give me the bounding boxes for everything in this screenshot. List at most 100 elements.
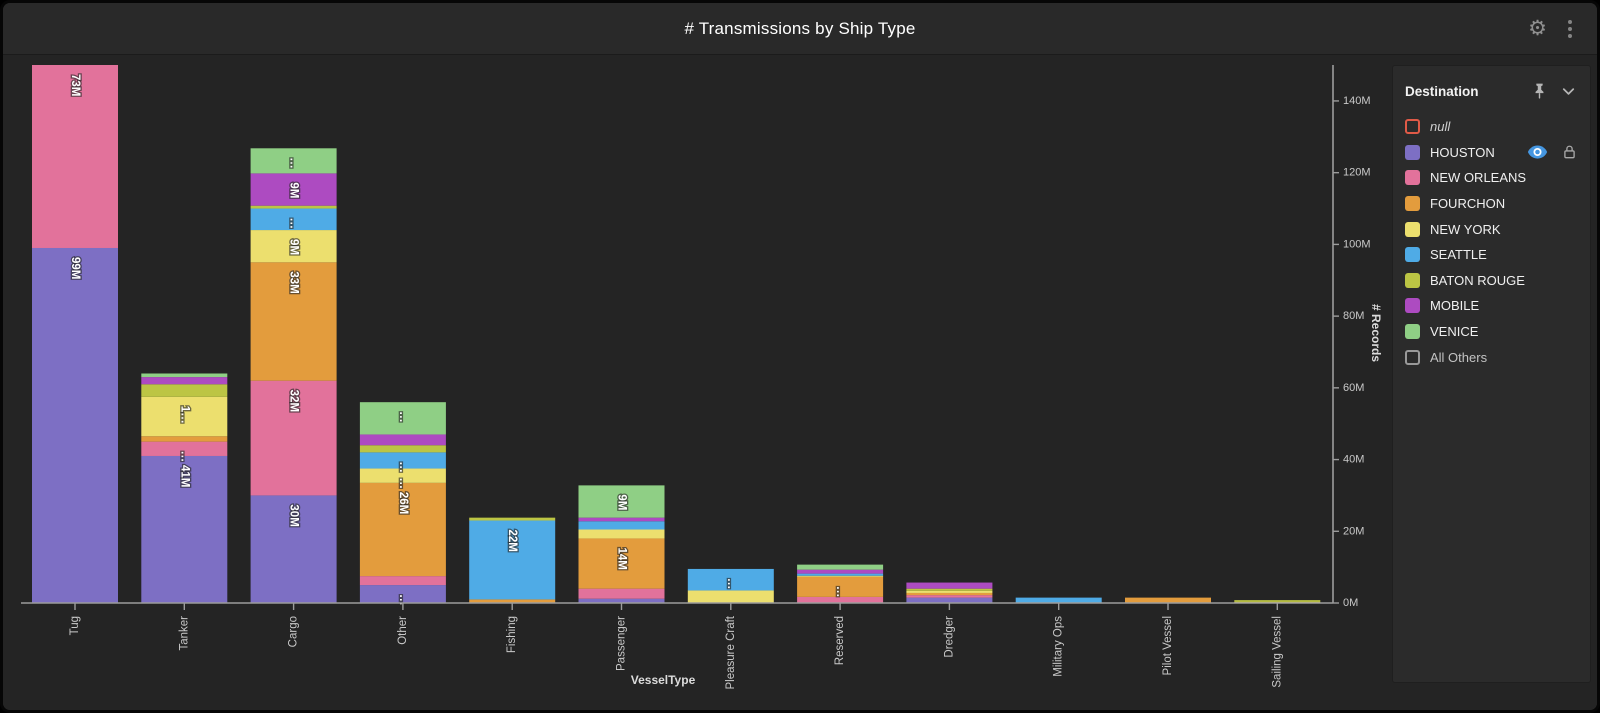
- legend-item-all-others[interactable]: All Others: [1405, 344, 1578, 370]
- legend-item-venice[interactable]: VENICE: [1405, 319, 1578, 345]
- bar-segment-reserved-venice[interactable]: [797, 564, 884, 570]
- bar-segment-fishing-fourchon[interactable]: [469, 599, 556, 603]
- legend-item-seattle[interactable]: SEATTLE: [1405, 242, 1578, 268]
- chevron-down-icon[interactable]: [1559, 82, 1578, 101]
- bar-segment-other-baton-rouge[interactable]: [359, 445, 446, 453]
- bar-segment-fishing-seattle[interactable]: [469, 520, 556, 600]
- bar-segment-tanker-baton-rouge[interactable]: [141, 384, 228, 397]
- legend-swatch[interactable]: [1405, 272, 1420, 288]
- bar-segment-tug-houston[interactable]: [32, 247, 118, 603]
- x-axis-title: VesselType: [631, 673, 696, 687]
- x-tick-label-other: Other: [397, 616, 409, 645]
- legend-swatch[interactable]: [1405, 298, 1420, 314]
- gear-icon[interactable]: ⚙: [1528, 17, 1547, 40]
- x-tick-label-tanker: Tanker: [178, 616, 190, 651]
- chart-title: # Transmissions by Ship Type: [684, 18, 916, 38]
- bar-segment-cargo-houston[interactable]: [250, 495, 337, 603]
- legend-item-new-york[interactable]: NEW YORK: [1405, 216, 1578, 242]
- legend-swatch[interactable]: [1405, 349, 1420, 365]
- bar-segment-pleasure-craft-seattle[interactable]: [687, 568, 774, 591]
- legend-swatch[interactable]: [1405, 221, 1420, 237]
- bar-segment-cargo-seattle[interactable]: [250, 208, 337, 231]
- bar-segment-tug-new-orleans[interactable]: [32, 55, 118, 248]
- bar-segment-tanker-new-york[interactable]: [141, 396, 228, 437]
- bar-segment-tanker-fourchon[interactable]: [141, 436, 228, 442]
- bar-segment-military-ops-seattle[interactable]: [1015, 597, 1102, 603]
- bar-segment-dredger-new-orleans[interactable]: [906, 595, 993, 598]
- bar-segment-label: …: [288, 218, 300, 230]
- legend-swatch[interactable]: [1405, 196, 1420, 212]
- bar-segment-passenger-venice[interactable]: [578, 485, 665, 518]
- legend-item-new-orleans[interactable]: NEW ORLEANS: [1405, 165, 1578, 191]
- bar-segment-dredger-mobile[interactable]: [906, 582, 993, 589]
- bar-segment-cargo-new-york[interactable]: [250, 230, 337, 263]
- bar-segment-sailing-vessel-baton-rouge[interactable]: [1234, 600, 1321, 602]
- legend-item-null[interactable]: null: [1405, 114, 1578, 140]
- pin-icon[interactable]: [1530, 82, 1549, 101]
- legend-label: BATON ROUGE: [1430, 272, 1525, 288]
- kebab-menu-icon[interactable]: [1561, 18, 1579, 40]
- bar-segment-other-new-york[interactable]: [359, 468, 446, 483]
- bar-segment-other-mobile[interactable]: [359, 434, 446, 446]
- legend-item-fourchon[interactable]: FOURCHON: [1405, 191, 1578, 217]
- bar-segment-cargo-fourchon[interactable]: [250, 262, 337, 381]
- bar-segment-reserved-mobile[interactable]: [797, 569, 884, 574]
- bar-segment-label: 1…: [178, 406, 190, 424]
- legend-swatch[interactable]: [1405, 247, 1420, 263]
- bar-segment-passenger-fourchon[interactable]: [578, 538, 665, 589]
- lock-icon[interactable]: [1561, 143, 1578, 161]
- bar-segment-fishing-baton-rouge[interactable]: [469, 517, 556, 521]
- bar-segment-other-houston[interactable]: [359, 585, 446, 603]
- bar-segment-label: …: [288, 157, 300, 169]
- bar-segment-dredger-new-york[interactable]: [906, 590, 993, 593]
- bar-segment-tanker-mobile[interactable]: [141, 377, 228, 385]
- legend-swatch[interactable]: [1405, 170, 1420, 186]
- bar-segment-label: 9M: [616, 494, 628, 510]
- legend-item-baton-rouge[interactable]: BATON ROUGE: [1405, 268, 1578, 294]
- bars-layer: [32, 55, 1321, 603]
- y-tick-label: 0M: [1343, 597, 1358, 609]
- bar-segment-dredger-houston[interactable]: [906, 597, 993, 603]
- titlebar-actions: ⚙: [1528, 3, 1579, 54]
- bar-segment-dredger-fourchon[interactable]: [906, 592, 993, 596]
- bar-segment-label: 9M: [288, 182, 300, 198]
- bar-segment-tanker-venice[interactable]: [141, 373, 228, 378]
- bar-segment-pleasure-craft-new-york[interactable]: [687, 590, 774, 603]
- bar-segment-label: 99M: [69, 257, 81, 279]
- legend-swatch[interactable]: [1405, 119, 1420, 135]
- bar-segment-passenger-new-york[interactable]: [578, 529, 665, 539]
- bar-segment-passenger-new-orleans[interactable]: [578, 588, 665, 599]
- chart-area: 99M 73M 41M … 1… 30M 32M 33M 9M … 9M … … 26M … … … 22M 14M…: [3, 55, 1597, 710]
- bar-segment-other-venice[interactable]: [359, 402, 446, 435]
- bar-labels-layer: 99M 73M 41M … 1… 30M 32M 33M 9M … 9M … … 26M … … … 22M 14M…: [68, 73, 848, 607]
- bar-segment-cargo-new-orleans[interactable]: [250, 380, 337, 496]
- bar-segment-pilot-vessel-fourchon[interactable]: [1125, 597, 1211, 603]
- bar-segment-tanker-new-orleans[interactable]: [141, 441, 228, 456]
- x-tick-label-dredger: Dredger: [943, 616, 955, 658]
- legend-panel: Destination null HOUSTON NEW ORLEANS FOURCH…: [1392, 65, 1591, 683]
- legend-item-mobile[interactable]: MOBILE: [1405, 293, 1578, 319]
- bar-segment-reserved-fourchon[interactable]: [797, 576, 884, 597]
- legend-swatch[interactable]: [1405, 144, 1420, 160]
- legend-label: SEATTLE: [1430, 247, 1487, 263]
- bar-segment-label: 41M: [178, 465, 190, 487]
- legend-header: Destination: [1405, 76, 1578, 106]
- bar-segment-reserved-new-orleans[interactable]: [797, 596, 884, 603]
- bar-segment-other-seattle[interactable]: [359, 452, 446, 469]
- bar-segment-cargo-mobile[interactable]: [250, 173, 337, 206]
- legend-swatch[interactable]: [1405, 324, 1420, 340]
- bar-segment-reserved-seattle[interactable]: [797, 573, 884, 576]
- bar-segment-passenger-mobile[interactable]: [578, 517, 665, 522]
- bar-segment-reserved-new-york[interactable]: [797, 575, 884, 577]
- bar-segment-passenger-houston[interactable]: [578, 598, 665, 603]
- bar-segment-other-fourchon[interactable]: [359, 482, 446, 577]
- bar-segment-dredger-baton-rouge[interactable]: [906, 588, 993, 591]
- legend-title: Destination: [1405, 83, 1479, 99]
- bar-segment-passenger-seattle[interactable]: [578, 521, 665, 530]
- bar-segment-other-new-orleans[interactable]: [359, 576, 446, 586]
- bar-segment-cargo-venice[interactable]: [250, 148, 337, 174]
- bar-segment-cargo-baton-rouge[interactable]: [250, 205, 337, 209]
- bar-segment-tanker-houston[interactable]: [141, 455, 228, 603]
- legend-item-houston[interactable]: HOUSTON: [1405, 140, 1578, 166]
- eye-icon[interactable]: [1527, 144, 1548, 160]
